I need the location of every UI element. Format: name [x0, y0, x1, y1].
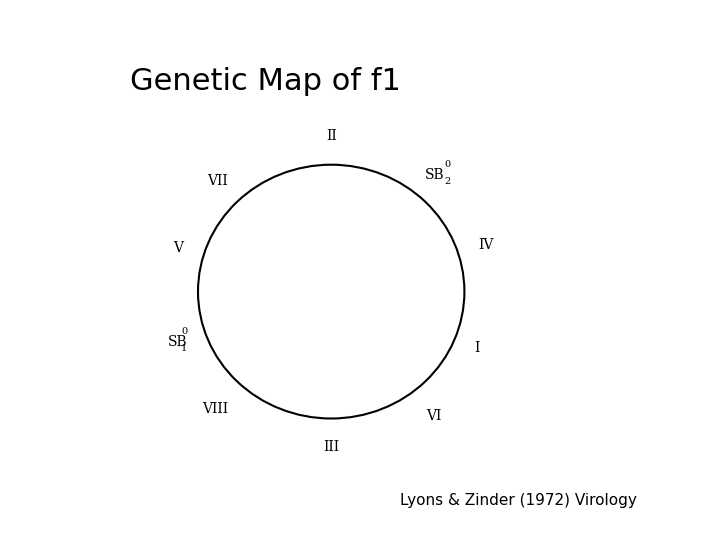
Text: VII: VII: [207, 174, 228, 188]
Text: 2: 2: [444, 177, 451, 186]
Text: SB: SB: [168, 335, 187, 349]
Text: 1: 1: [181, 344, 187, 353]
Text: V: V: [174, 241, 184, 255]
Text: II: II: [326, 129, 336, 143]
Text: VIII: VIII: [202, 402, 228, 416]
Text: 0: 0: [181, 327, 187, 336]
Text: I: I: [474, 341, 480, 355]
Text: SB: SB: [426, 168, 445, 183]
Text: VI: VI: [426, 409, 441, 423]
Text: IV: IV: [478, 239, 494, 252]
Text: 0: 0: [444, 160, 451, 169]
Text: Lyons & Zinder (1972) Virology: Lyons & Zinder (1972) Virology: [400, 492, 636, 508]
Text: Genetic Map of f1: Genetic Map of f1: [130, 68, 400, 97]
Text: III: III: [323, 440, 339, 454]
